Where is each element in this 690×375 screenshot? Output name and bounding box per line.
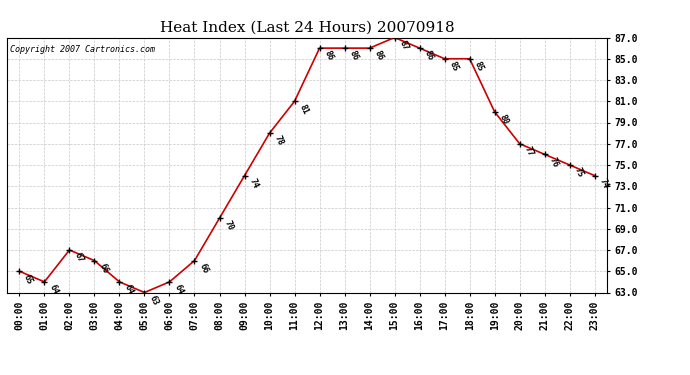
- Text: 64: 64: [172, 283, 185, 296]
- Text: 81: 81: [297, 103, 310, 116]
- Text: 64: 64: [122, 283, 135, 296]
- Text: 64: 64: [47, 283, 59, 296]
- Text: 63: 63: [147, 294, 159, 307]
- Text: 77: 77: [522, 145, 535, 158]
- Text: 70: 70: [222, 219, 235, 232]
- Text: 67: 67: [72, 251, 85, 264]
- Text: 66: 66: [97, 262, 110, 275]
- Text: 80: 80: [497, 113, 510, 126]
- Text: 74: 74: [247, 177, 259, 190]
- Text: 86: 86: [422, 50, 435, 62]
- Title: Heat Index (Last 24 Hours) 20070918: Heat Index (Last 24 Hours) 20070918: [160, 21, 454, 35]
- Text: 85: 85: [473, 60, 485, 73]
- Text: 86: 86: [347, 50, 359, 62]
- Text: 87: 87: [397, 39, 410, 52]
- Text: 86: 86: [373, 50, 385, 62]
- Text: 65: 65: [22, 273, 34, 285]
- Text: 86: 86: [322, 50, 335, 62]
- Text: 78: 78: [273, 135, 285, 147]
- Text: Copyright 2007 Cartronics.com: Copyright 2007 Cartronics.com: [10, 45, 155, 54]
- Text: 76: 76: [547, 156, 560, 169]
- Text: 85: 85: [447, 60, 460, 73]
- Text: 74: 74: [598, 177, 610, 190]
- Text: 75: 75: [573, 166, 585, 179]
- Text: 66: 66: [197, 262, 210, 275]
